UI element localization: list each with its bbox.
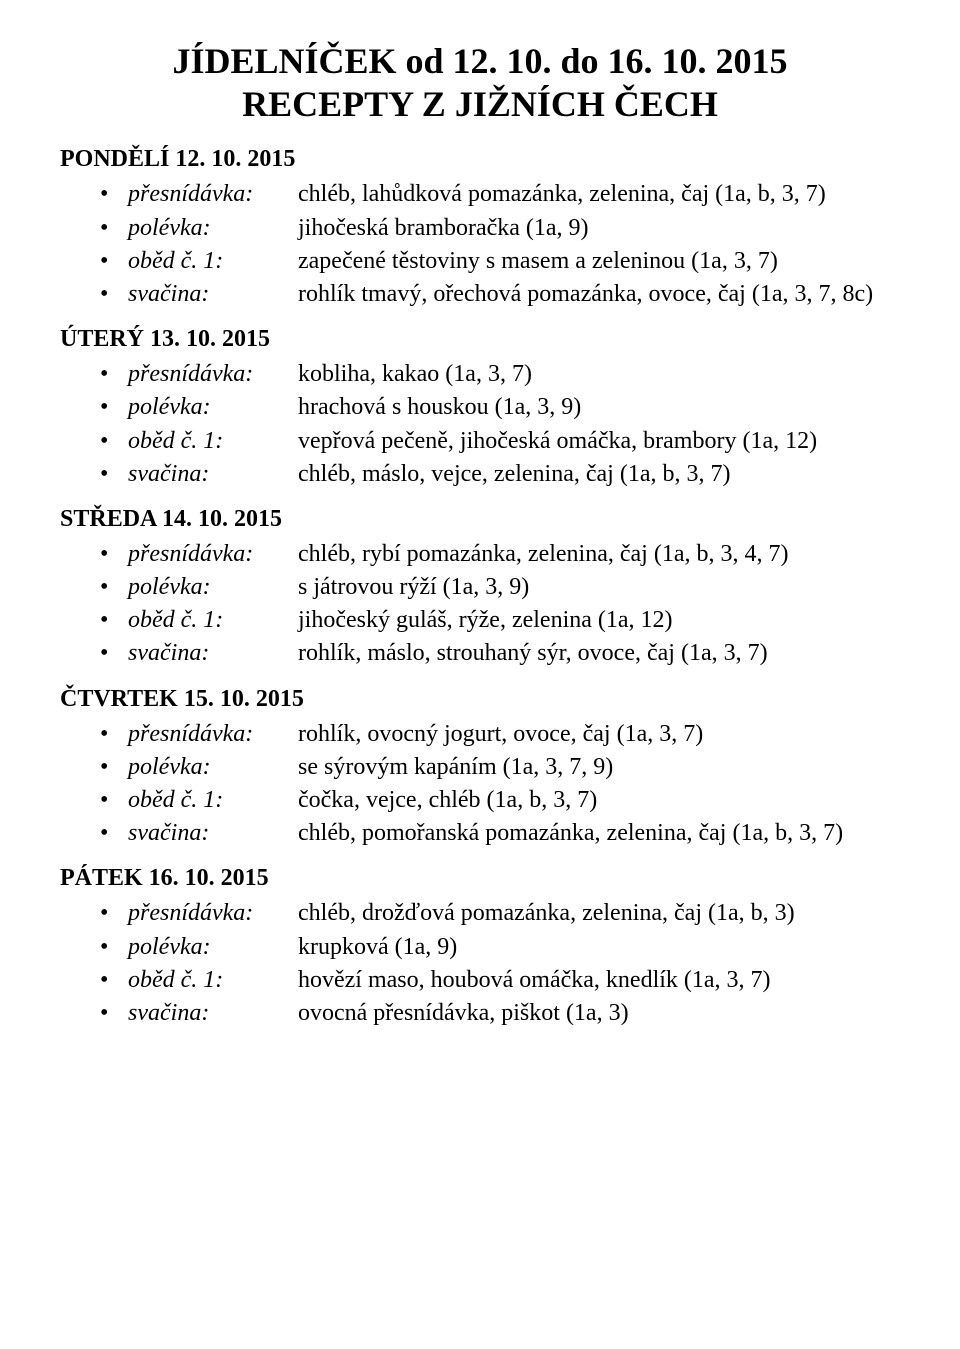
meal-value: krupková (1a, 9)	[298, 932, 900, 963]
meal-label: oběd č. 1:	[128, 426, 298, 457]
meal-label: přesnídávka:	[128, 719, 298, 750]
day-section: STŘEDA 14. 10. 2015 přesnídávka:chléb, ry…	[60, 506, 900, 670]
meal-list: přesnídávka:chléb, lahůdková pomazánka, …	[60, 179, 900, 310]
meal-item: oběd č. 1:jihočeský guláš, rýže, zelenin…	[100, 605, 900, 636]
meal-item: polévka:hrachová s houskou (1a, 3, 9)	[100, 392, 900, 423]
meal-list: přesnídávka:rohlík, ovocný jogurt, ovoce…	[60, 719, 900, 850]
meal-value: rohlík, máslo, strouhaný sýr, ovoce, čaj…	[298, 638, 900, 669]
meal-value: chléb, rybí pomazánka, zelenina, čaj (1a…	[298, 539, 900, 570]
meal-label: svačina:	[128, 998, 298, 1029]
meal-value: se sýrovým kapáním (1a, 3, 7, 9)	[298, 752, 900, 783]
meal-list: přesnídávka:chléb, drožďová pomazánka, z…	[60, 898, 900, 1029]
day-heading: PÁTEK 16. 10. 2015	[60, 865, 900, 892]
meal-value: chléb, máslo, vejce, zelenina, čaj (1a, …	[298, 459, 900, 490]
meal-item: oběd č. 1:vepřová pečeně, jihočeská omáč…	[100, 426, 900, 457]
meal-label: přesnídávka:	[128, 359, 298, 390]
meal-item: svačina:ovocná přesnídávka, piškot (1a, …	[100, 998, 900, 1029]
meal-label: polévka:	[128, 932, 298, 963]
day-section: ÚTERÝ 13. 10. 2015 přesnídávka:kobliha, k…	[60, 326, 900, 490]
day-heading: ÚTERÝ 13. 10. 2015	[60, 326, 900, 353]
meal-item: oběd č. 1:zapečené těstoviny s masem a z…	[100, 246, 900, 277]
meal-value: chléb, drožďová pomazánka, zelenina, čaj…	[298, 898, 900, 929]
day-section: PONDĚLÍ 12. 10. 2015 přesnídávka:chléb, l…	[60, 146, 900, 310]
meal-value: vepřová pečeně, jihočeská omáčka, brambo…	[298, 426, 900, 457]
meal-item: přesnídávka:rohlík, ovocný jogurt, ovoce…	[100, 719, 900, 750]
day-section: PÁTEK 16. 10. 2015 přesnídávka:chléb, dro…	[60, 865, 900, 1029]
meal-value: jihočeský guláš, rýže, zelenina (1a, 12)	[298, 605, 900, 636]
meal-label: polévka:	[128, 752, 298, 783]
meal-value: hrachová s houskou (1a, 3, 9)	[298, 392, 900, 423]
meal-value: kobliha, kakao (1a, 3, 7)	[298, 359, 900, 390]
meal-label: svačina:	[128, 279, 298, 310]
day-heading: PONDĚLÍ 12. 10. 2015	[60, 146, 900, 173]
days-container: PONDĚLÍ 12. 10. 2015přesnídávka:chléb, l…	[60, 146, 900, 1029]
meal-value: rohlík tmavý, ořechová pomazánka, ovoce,…	[298, 279, 900, 310]
day-heading: ČTVRTEK 15. 10. 2015	[60, 686, 900, 713]
meal-value: čočka, vejce, chléb (1a, b, 3, 7)	[298, 785, 900, 816]
meal-item: přesnídávka:chléb, drožďová pomazánka, z…	[100, 898, 900, 929]
meal-value: jihočeská bramboračka (1a, 9)	[298, 213, 900, 244]
meal-item: oběd č. 1:hovězí maso, houbová omáčka, k…	[100, 965, 900, 996]
day-heading: STŘEDA 14. 10. 2015	[60, 506, 900, 533]
meal-label: polévka:	[128, 392, 298, 423]
meal-label: svačina:	[128, 638, 298, 669]
meal-value: hovězí maso, houbová omáčka, knedlík (1a…	[298, 965, 900, 996]
meal-item: oběd č. 1:čočka, vejce, chléb (1a, b, 3,…	[100, 785, 900, 816]
meal-label: oběd č. 1:	[128, 246, 298, 277]
meal-list: přesnídávka:kobliha, kakao (1a, 3, 7)pol…	[60, 359, 900, 490]
meal-item: svačina:chléb, máslo, vejce, zelenina, č…	[100, 459, 900, 490]
meal-value: ovocná přesnídávka, piškot (1a, 3)	[298, 998, 900, 1029]
meal-item: polévka:krupková (1a, 9)	[100, 932, 900, 963]
meal-value: rohlík, ovocný jogurt, ovoce, čaj (1a, 3…	[298, 719, 900, 750]
meal-item: přesnídávka:chléb, rybí pomazánka, zelen…	[100, 539, 900, 570]
day-section: ČTVRTEK 15. 10. 2015 přesnídávka:rohlík, …	[60, 686, 900, 850]
meal-label: polévka:	[128, 572, 298, 603]
meal-value: chléb, pomořanská pomazánka, zelenina, č…	[298, 818, 900, 849]
meal-item: svačina:rohlík, máslo, strouhaný sýr, ov…	[100, 638, 900, 669]
meal-label: přesnídávka:	[128, 898, 298, 929]
meal-item: svačina:chléb, pomořanská pomazánka, zel…	[100, 818, 900, 849]
meal-label: přesnídávka:	[128, 179, 298, 210]
meal-label: přesnídávka:	[128, 539, 298, 570]
meal-label: svačina:	[128, 818, 298, 849]
meal-item: polévka:jihočeská bramboračka (1a, 9)	[100, 213, 900, 244]
meal-value: zapečené těstoviny s masem a zeleninou (…	[298, 246, 900, 277]
meal-value: chléb, lahůdková pomazánka, zelenina, ča…	[298, 179, 900, 210]
meal-label: oběd č. 1:	[128, 605, 298, 636]
meal-value: s játrovou rýží (1a, 3, 9)	[298, 572, 900, 603]
meal-item: polévka:se sýrovým kapáním (1a, 3, 7, 9)	[100, 752, 900, 783]
meal-label: svačina:	[128, 459, 298, 490]
meal-item: polévka:s játrovou rýží (1a, 3, 9)	[100, 572, 900, 603]
document-title: JÍDELNÍČEK od 12. 10. do 16. 10. 2015 RE…	[60, 40, 900, 126]
title-line-2: RECEPTY Z JIŽNÍCH ČECH	[60, 83, 900, 126]
meal-label: oběd č. 1:	[128, 965, 298, 996]
meal-list: přesnídávka:chléb, rybí pomazánka, zelen…	[60, 539, 900, 670]
meal-label: polévka:	[128, 213, 298, 244]
meal-item: přesnídávka:chléb, lahůdková pomazánka, …	[100, 179, 900, 210]
meal-item: přesnídávka:kobliha, kakao (1a, 3, 7)	[100, 359, 900, 390]
meal-label: oběd č. 1:	[128, 785, 298, 816]
meal-item: svačina:rohlík tmavý, ořechová pomazánka…	[100, 279, 900, 310]
title-line-1: JÍDELNÍČEK od 12. 10. do 16. 10. 2015	[60, 40, 900, 83]
